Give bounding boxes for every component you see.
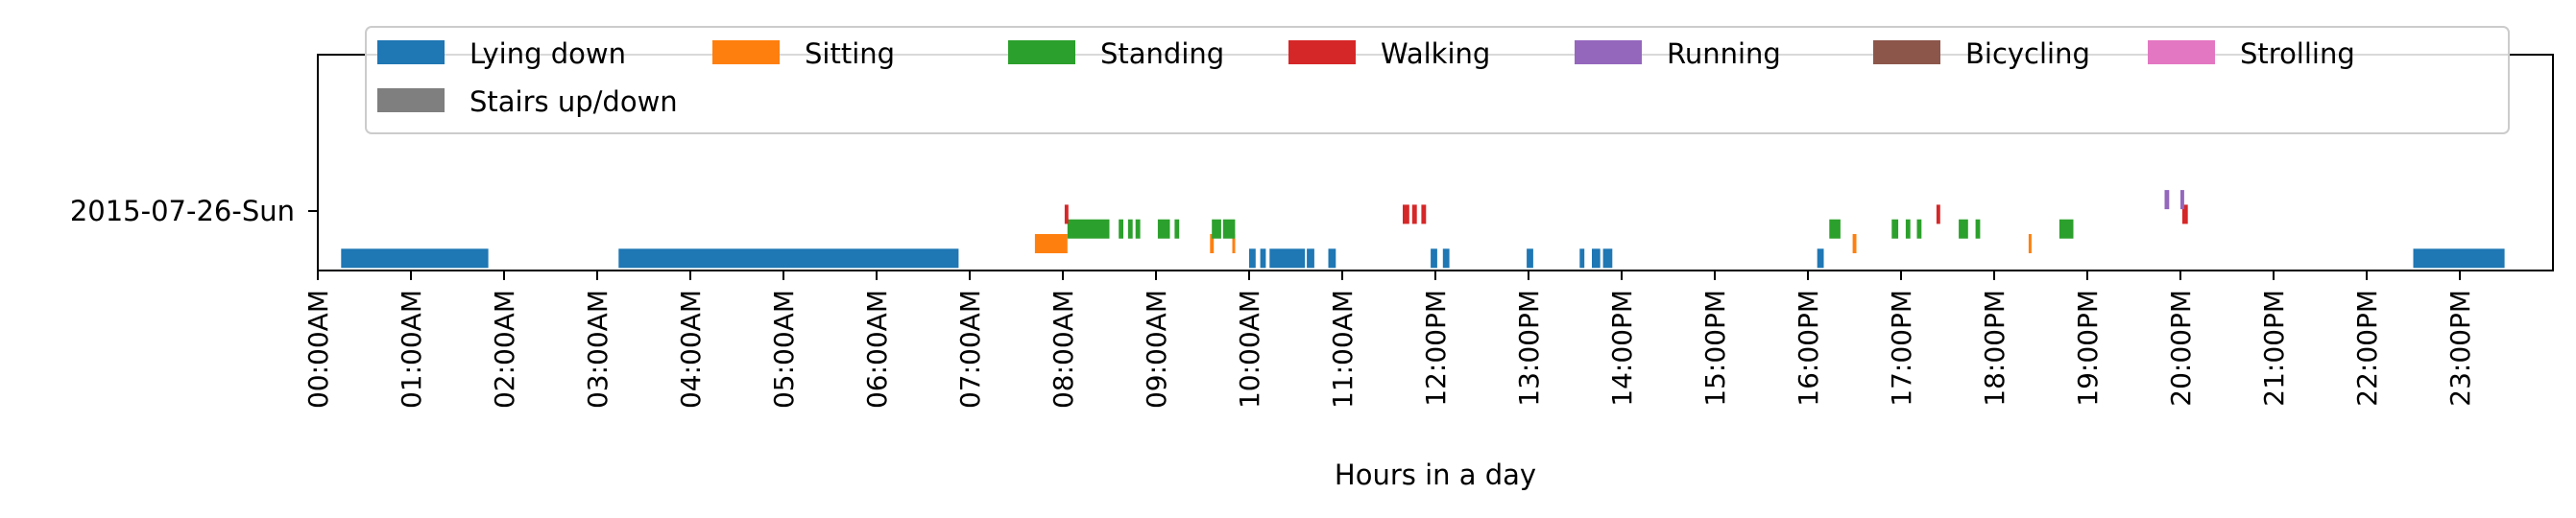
bar-standing-11 xyxy=(1916,219,1922,239)
bar-sitting-1 xyxy=(1210,234,1215,253)
legend-label: Standing xyxy=(1100,37,1224,70)
bar-standing-0 xyxy=(1067,219,1110,239)
x-axis: 00:00AM 01:00AM 02:00AM 03:00AM 04:00AM 05:00… xyxy=(302,271,2476,409)
legend-label: Running xyxy=(1667,37,1781,70)
x-tick-label: 18:00PM xyxy=(1979,290,2010,407)
bar-standing-3 xyxy=(1135,219,1141,239)
x-tick-label: 00:00AM xyxy=(302,290,334,409)
bar-sitting-3 xyxy=(1852,234,1857,253)
bar-lying-down-14 xyxy=(2413,248,2505,269)
x-tick-label: 15:00PM xyxy=(1699,290,1731,407)
x-tick-label: 23:00PM xyxy=(2444,290,2476,407)
bar-lying-down-10 xyxy=(1579,248,1585,269)
bar-walking-5 xyxy=(2181,204,2188,224)
legend-label: Stairs up/down xyxy=(469,85,678,118)
x-tick-label: 21:00PM xyxy=(2258,290,2290,407)
x-tick-label: 03:00AM xyxy=(582,290,614,409)
bar-lying-down-0 xyxy=(341,248,489,269)
legend-box xyxy=(365,26,2510,134)
bar-sitting-2 xyxy=(1232,234,1236,253)
bar-standing-5 xyxy=(1174,219,1180,239)
x-tick-label: 20:00PM xyxy=(2165,290,2197,407)
x-axis-label: Hours in a day xyxy=(1335,459,1536,491)
bar-walking-4 xyxy=(1936,204,1940,224)
bar-sitting-4 xyxy=(2028,234,2032,253)
legend-swatch xyxy=(1288,40,1356,64)
y-axis: 2015-07-26-Sun xyxy=(70,195,318,227)
x-tick-label: 22:00PM xyxy=(2351,290,2383,407)
bar-lying-down-3 xyxy=(1260,248,1266,269)
x-tick-label: 06:00AM xyxy=(861,290,893,409)
y-tick-label: 2015-07-26-Sun xyxy=(70,195,295,227)
x-tick-label: 12:00PM xyxy=(1420,290,1452,407)
bar-running-1 xyxy=(2180,190,2184,210)
legend-swatch xyxy=(377,40,445,64)
x-tick-label: 04:00AM xyxy=(675,290,707,409)
bar-standing-4 xyxy=(1157,219,1170,239)
x-tick-label: 16:00PM xyxy=(1793,290,1824,407)
legend-label: Sitting xyxy=(805,37,895,70)
bar-standing-6 xyxy=(1212,219,1221,239)
bar-lying-down-5 xyxy=(1307,248,1314,269)
bar-lying-down-7 xyxy=(1431,248,1437,269)
x-tick-label: 08:00AM xyxy=(1047,290,1079,409)
bar-lying-down-11 xyxy=(1592,248,1601,269)
x-tick-label: 02:00AM xyxy=(489,290,520,409)
x-tick-label: 07:00AM xyxy=(954,290,986,409)
bar-standing-1 xyxy=(1119,219,1123,239)
x-tick-label: 11:00AM xyxy=(1327,290,1359,409)
bar-lying-down-13 xyxy=(1817,248,1824,269)
legend-swatch xyxy=(2148,40,2215,64)
bar-running-0 xyxy=(2164,190,2170,210)
bar-standing-10 xyxy=(1905,219,1911,239)
bar-sitting-0 xyxy=(1034,234,1068,253)
bar-lying-down-12 xyxy=(1602,248,1613,269)
x-tick-label: 14:00PM xyxy=(1606,290,1638,407)
bar-lying-down-1 xyxy=(618,248,959,269)
x-tick-label: 13:00PM xyxy=(1513,290,1545,407)
x-tick-label: 10:00AM xyxy=(1234,290,1265,409)
x-tick-label: 19:00PM xyxy=(2072,290,2104,407)
bar-lying-down-2 xyxy=(1249,248,1256,269)
bar-lying-down-9 xyxy=(1527,248,1533,269)
bar-lying-down-4 xyxy=(1269,248,1306,269)
bar-standing-8 xyxy=(1829,219,1841,239)
legend-label: Bicycling xyxy=(1965,37,2090,70)
bar-walking-2 xyxy=(1411,204,1417,224)
legend-swatch xyxy=(1873,40,1940,64)
bar-standing-14 xyxy=(2058,219,2074,239)
legend: Lying down Sitting Standing Walking Running B… xyxy=(365,26,2510,134)
bar-walking-3 xyxy=(1421,204,1427,224)
bar-walking-0 xyxy=(1064,204,1069,224)
bar-standing-2 xyxy=(1127,219,1133,239)
x-tick-label: 05:00AM xyxy=(768,290,800,409)
legend-label: Strolling xyxy=(2240,37,2355,70)
bar-lying-down-6 xyxy=(1328,248,1336,269)
bar-standing-12 xyxy=(1959,219,1968,239)
legend-swatch xyxy=(377,88,445,112)
bar-standing-7 xyxy=(1222,219,1236,239)
x-tick-label: 01:00AM xyxy=(396,290,427,409)
legend-label: Walking xyxy=(1381,37,1490,70)
bar-standing-9 xyxy=(1891,219,1899,239)
bar-walking-1 xyxy=(1403,204,1409,224)
legend-swatch xyxy=(1575,40,1642,64)
x-tick-label: 17:00PM xyxy=(1886,290,1917,407)
bar-standing-13 xyxy=(1975,219,1981,239)
legend-swatch xyxy=(712,40,780,64)
legend-label: Lying down xyxy=(469,37,626,70)
legend-swatch xyxy=(1008,40,1075,64)
bar-lying-down-8 xyxy=(1442,248,1450,269)
activity-bars xyxy=(341,190,2505,269)
x-tick-label: 09:00AM xyxy=(1141,290,1172,409)
